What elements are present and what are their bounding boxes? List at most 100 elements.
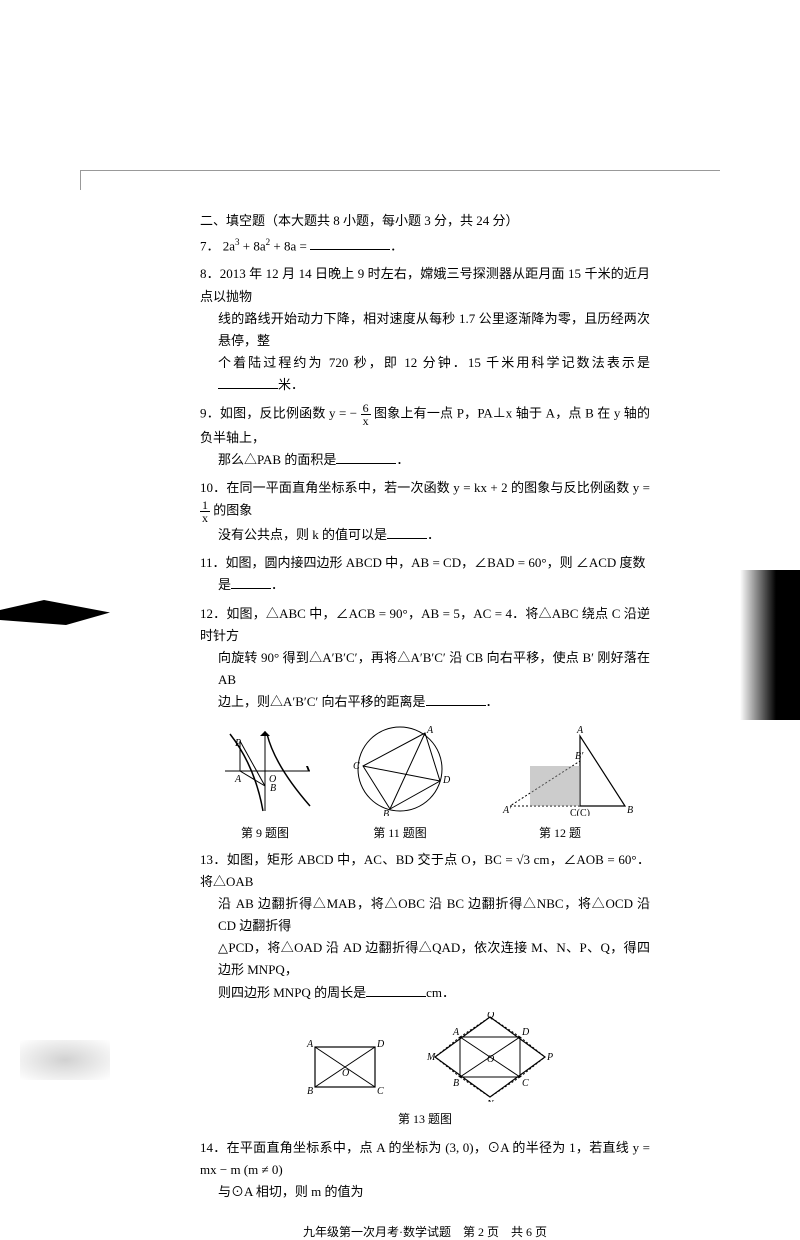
blank xyxy=(336,451,396,464)
problem-10: 10．在同一平面直角坐标系中，若一次函数 y = kx + 2 的图象与反比例函… xyxy=(200,477,650,546)
svg-text:O: O xyxy=(342,1068,349,1079)
figures-row-1: P A B O 第 9 题图 A C B D 第 11 题图 xyxy=(200,721,650,841)
svg-text:C: C xyxy=(353,761,360,772)
frac-den: x xyxy=(200,512,210,524)
problem-9: 9．如图，反比例函数 y = − 6x 图象上有一点 P，PA⊥x 轴于 A，点… xyxy=(200,402,650,471)
problem-13: 13．如图，矩形 ABCD 中，AC、BD 交于点 O，BC = √3 cm，∠… xyxy=(200,849,650,1004)
blank xyxy=(231,576,271,589)
svg-text:A: A xyxy=(576,725,584,736)
q10-l1-suffix: 的图象 xyxy=(213,503,252,518)
scan-artifact xyxy=(20,1040,110,1080)
q13-l3: △PCD，将△OAD 沿 AD 边翻折得△QAD，依次连接 M、N、P、Q，得四… xyxy=(200,937,650,981)
problem-number: 7． xyxy=(200,238,220,253)
svg-text:B: B xyxy=(627,805,633,816)
q13-l4-suffix: cm． xyxy=(426,985,455,1000)
q7-suffix: ． xyxy=(390,238,403,253)
blank xyxy=(310,237,390,250)
q11-l2: 是． xyxy=(200,574,650,596)
triangle-rotate-icon: A B C(C) A′ B′ xyxy=(485,721,635,816)
svg-text:B: B xyxy=(453,1078,459,1089)
q10-l2-prefix: 没有公共点，则 k 的值可以是 xyxy=(218,527,387,542)
exam-page: 二、填空题（本大题共 8 小题，每小题 3 分，共 24 分） 7． 2a3 +… xyxy=(200,210,650,1240)
svg-text:A′: A′ xyxy=(502,805,512,816)
q9-l1-prefix: 如图，反比例函数 y = − xyxy=(220,405,357,420)
scan-artifact xyxy=(740,570,800,720)
problem-8: 8．2013 年 12 月 14 日晚上 9 时左右，嫦娥三号探测器从距月面 1… xyxy=(200,263,650,396)
q10-l2-suffix: ． xyxy=(427,527,440,542)
problem-number: 9． xyxy=(200,405,220,420)
svg-text:N: N xyxy=(486,1099,495,1102)
fig12-caption: 第 12 题 xyxy=(485,824,635,841)
svg-text:A: A xyxy=(306,1039,314,1050)
q10-l2: 没有公共点，则 k 的值可以是 ． xyxy=(200,524,650,546)
q14-l2: 与⊙A 相切，则 m 的值为 xyxy=(200,1181,650,1203)
svg-text:Q: Q xyxy=(487,1012,495,1021)
problem-number: 11． xyxy=(200,555,226,570)
svg-text:A: A xyxy=(426,725,434,736)
figures-row-2: A D B C O A D xyxy=(200,1012,650,1106)
section-header: 二、填空题（本大题共 8 小题，每小题 3 分，共 24 分） xyxy=(200,210,650,229)
fig11-caption: 第 11 题图 xyxy=(345,824,455,841)
svg-text:B: B xyxy=(307,1086,313,1097)
figure-13-right: A D B C O M N P Q xyxy=(425,1012,555,1106)
q9-l2-prefix: 那么△PAB 的面积是 xyxy=(218,452,336,467)
svg-text:C: C xyxy=(522,1078,529,1089)
svg-text:B: B xyxy=(383,809,389,816)
svg-text:M: M xyxy=(426,1052,436,1063)
blank xyxy=(218,376,278,389)
svg-text:O: O xyxy=(487,1054,494,1065)
problem-number: 8． xyxy=(200,266,220,281)
problem-number: 13． xyxy=(200,852,227,867)
svg-text:D: D xyxy=(521,1027,530,1038)
q13-l1-prefix: 如图，矩形 ABCD 中，AC、BD 交于点 O，BC = xyxy=(227,852,517,867)
q12-l3: 边上，则△A′B′C′ 向右平移的距离是． xyxy=(200,691,650,713)
q8-l3-suffix: 米． xyxy=(278,377,304,392)
q13-l4: 则四边形 MNPQ 的周长是cm． xyxy=(200,982,650,1004)
blank xyxy=(366,984,426,997)
q7-prefix: 2a xyxy=(223,238,235,253)
svg-text:O: O xyxy=(269,774,276,785)
scan-line-v xyxy=(80,170,81,190)
blank xyxy=(387,526,427,539)
problem-number: 12． xyxy=(200,606,226,621)
page-footer: 九年级第一次月考·数学试题 第 2 页 共 6 页 xyxy=(200,1223,650,1240)
scan-line-h xyxy=(80,170,720,171)
svg-text:C(C): C(C) xyxy=(570,808,590,816)
fraction: 6x xyxy=(361,402,371,427)
q13-sqrt: √3 xyxy=(516,852,530,867)
problem-number: 10． xyxy=(200,480,226,495)
fig9-caption: 第 9 题图 xyxy=(215,824,315,841)
problem-12: 12．如图，△ABC 中，∠ACB = 90°，AB = 5，AC = 4．将△… xyxy=(200,603,650,713)
q12-l2: 向旋转 90° 得到△A′B′C′，再将△A′B′C′ 沿 CB 向右平移，使点… xyxy=(200,647,650,691)
q8-l2: 线的路线开始动力下降，相对速度从每秒 1.7 公里逐渐降为零，且历经两次悬停，整 xyxy=(200,308,650,352)
svg-text:A: A xyxy=(234,774,242,785)
q10-l1-prefix: 在同一平面直角坐标系中，若一次函数 y = kx + 2 的图象与反比例函数 y… xyxy=(226,480,650,495)
problem-11: 11．如图，圆内接四边形 ABCD 中，AB = CD，∠BAD = 60°，则… xyxy=(200,552,650,596)
blank xyxy=(426,693,486,706)
figure-12: A B C(C) A′ B′ 第 12 题 xyxy=(485,721,635,841)
svg-text:B′: B′ xyxy=(575,751,584,762)
q14-l1: 在平面直角坐标系中，点 A 的坐标为 (3, 0)，⊙A 的半径为 1，若直线 … xyxy=(200,1140,650,1177)
figure-11: A C B D 第 11 题图 xyxy=(345,721,455,841)
q8-l3-prefix: 个着陆过程约为 720 秒，即 12 分钟．15 千米用科学记数法表示是 xyxy=(218,355,650,370)
q14-l2-text: 与⊙A 相切，则 m 的值为 xyxy=(218,1184,364,1199)
q7-mid1: + 8a xyxy=(240,238,266,253)
q7-mid2: + 8a = xyxy=(270,238,310,253)
problem-14: 14．在平面直角坐标系中，点 A 的坐标为 (3, 0)，⊙A 的半径为 1，若… xyxy=(200,1137,650,1203)
q11-l2-suffix: ． xyxy=(271,577,284,592)
fraction: 1x xyxy=(200,499,210,524)
q9-l2: 那么△PAB 的面积是 ． xyxy=(200,449,650,471)
svg-text:D: D xyxy=(442,775,451,786)
q9-l2-suffix: ． xyxy=(396,452,409,467)
q12-l3-prefix: 边上，则△A′B′C′ 向右平移的距离是 xyxy=(218,694,426,709)
circle-quad-icon: A C B D xyxy=(345,721,455,816)
figure-9: P A B O 第 9 题图 xyxy=(215,726,315,841)
frac-den: x xyxy=(361,415,371,427)
q11-l2-prefix: 是 xyxy=(218,577,231,592)
hyperbola-icon: P A B O xyxy=(215,726,315,816)
q13-l2: 沿 AB 边翻折得△MAB，将△OBC 沿 BC 边翻折得△NBC，将△OCD … xyxy=(200,893,650,937)
q8-l3: 个着陆过程约为 720 秒，即 12 分钟．15 千米用科学记数法表示是米． xyxy=(200,352,650,396)
svg-text:A: A xyxy=(452,1027,460,1038)
scan-artifact xyxy=(0,600,110,625)
svg-text:D: D xyxy=(376,1039,385,1050)
